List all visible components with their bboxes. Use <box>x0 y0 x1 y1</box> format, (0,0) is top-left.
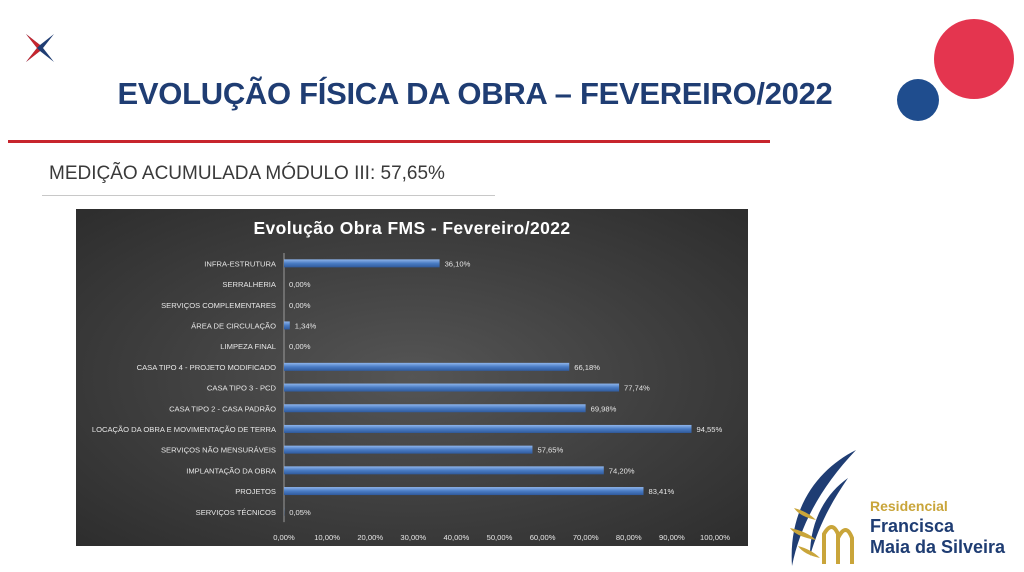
category-label: CASA TIPO 2 - CASA PADRÃO <box>169 404 276 413</box>
residencial-logo-icon <box>790 450 856 566</box>
data-label: 0,05% <box>289 508 311 517</box>
x-tick-label: 0,00% <box>273 533 295 542</box>
x-tick-label: 100,00% <box>700 533 730 542</box>
x-tick-label: 10,00% <box>314 533 340 542</box>
bar <box>284 487 644 496</box>
data-label: 66,18% <box>574 363 600 372</box>
category-label: LOCAÇÃO DA OBRA E MOVIMENTAÇÃO DE TERRA <box>92 425 277 434</box>
x-tick-label: 50,00% <box>487 533 513 542</box>
category-label: CASA TIPO 4 - PROJETO MODIFICADO <box>137 363 276 372</box>
brand-line-francisca: Francisca <box>870 516 955 536</box>
x-tick-label: 40,00% <box>444 533 470 542</box>
company-logo-icon <box>26 34 54 62</box>
brand-line-maia-da-silveira: Maia da Silveira <box>870 537 1006 557</box>
title-divider <box>8 140 770 143</box>
bar <box>284 445 533 454</box>
x-tick-label: 30,00% <box>400 533 426 542</box>
page-title-main: EVOLUÇÃO FÍSICA DA OBRA – <box>117 76 580 111</box>
bar <box>284 404 586 413</box>
accumulated-measurement-subtitle: MEDIÇÃO ACUMULADA MÓDULO III: 57,65% <box>49 163 445 184</box>
data-label: 0,00% <box>289 280 311 289</box>
category-label: CASA TIPO 3 - PCD <box>207 384 277 393</box>
category-label: SERRALHERIA <box>222 280 277 289</box>
bar <box>284 362 570 371</box>
category-label: SERVIÇOS TÉCNICOS <box>196 508 276 517</box>
category-label: LIMPEZA FINAL <box>220 342 276 351</box>
category-label: SERVIÇOS COMPLEMENTARES <box>161 301 276 310</box>
data-label: 74,20% <box>609 466 635 475</box>
category-label: INFRA-ESTRUTURA <box>204 259 277 268</box>
data-label: 0,00% <box>289 301 311 310</box>
data-label: 0,00% <box>289 342 311 351</box>
chart-panel: Evolução Obra FMS - Fevereiro/2022 INFRA… <box>76 209 748 546</box>
decorative-blue-circle <box>897 79 939 121</box>
bar-chart: INFRA-ESTRUTURA 36,10% SERRALHERIA 0,00% SER… <box>92 253 730 542</box>
category-label: SERVIÇOS NÃO MENSURÁVEIS <box>161 446 276 455</box>
x-tick-label: 70,00% <box>573 533 599 542</box>
subtitle-divider <box>42 195 495 196</box>
data-label: 94,55% <box>697 425 723 434</box>
bar <box>284 259 440 268</box>
residencial-brand-text: Residencial Francisca Maia da Silveira <box>870 499 1005 556</box>
x-tick-label: 60,00% <box>530 533 556 542</box>
category-label: PROJETOS <box>235 487 276 496</box>
category-label: ÁREA DE CIRCULAÇÃO <box>191 321 276 330</box>
chart-title: Evolução Obra FMS - Fevereiro/2022 <box>253 218 571 238</box>
category-label: IMPLANTAÇÃO DA OBRA <box>186 466 277 475</box>
bar <box>284 383 620 392</box>
bar <box>284 321 290 330</box>
x-tick-label: 90,00% <box>659 533 685 542</box>
x-tick-label: 20,00% <box>357 533 383 542</box>
data-label: 1,34% <box>295 321 317 330</box>
bar <box>284 466 604 475</box>
data-label: 77,74% <box>624 384 650 393</box>
data-label: 69,98% <box>591 404 617 413</box>
x-tick-label: 80,00% <box>616 533 642 542</box>
data-label: 83,41% <box>648 487 674 496</box>
data-label: 57,65% <box>537 446 563 455</box>
page-title: EVOLUÇÃO FÍSICA DA OBRA – FEVEREIRO/2022 <box>0 76 950 112</box>
page-title-date: FEVEREIRO/2022 <box>579 76 833 111</box>
brand-line-residencial: Residencial <box>870 498 948 514</box>
bar <box>284 424 692 433</box>
data-label: 36,10% <box>445 259 471 268</box>
decorative-red-circle <box>934 19 1014 99</box>
